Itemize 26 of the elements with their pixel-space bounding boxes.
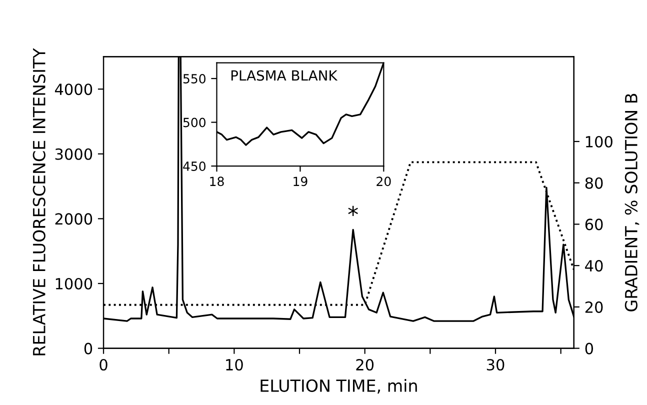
chart-title: PLASMA BLANK (231, 70, 338, 81)
y2-tick-label: 20 (585, 301, 603, 313)
y2-tick-label: 80 (585, 177, 603, 189)
y2-tick-label: 100 (586, 136, 612, 148)
x-tick-label: 30 (486, 358, 504, 371)
y-tick-label: 2000 (55, 213, 92, 225)
x-tick-label: 20 (356, 358, 374, 371)
y2-axis-title: GRADIENT, % SOLUTION B (624, 94, 640, 312)
y-tick-label: 4000 (54, 84, 92, 96)
y2-tick-label: 60 (585, 218, 603, 230)
y-tick-label: 500 (183, 118, 206, 128)
y-tick-label: 3000 (55, 148, 92, 160)
y-tick-label: 1000 (56, 278, 92, 290)
x-tick-label: 0 (100, 358, 108, 371)
x-tick-label: 20 (376, 176, 391, 186)
x-tick-label: 19 (294, 176, 308, 186)
x-tick-label: 10 (226, 358, 243, 371)
y-tick-label: 550 (183, 74, 206, 84)
y2-tick-label: 0 (585, 342, 594, 354)
x-axis-title: ELUTION TIME, min (260, 379, 417, 394)
y-tick-label: 450 (183, 162, 206, 171)
y-axis-title: RELATIVE FLUORESCENCE INTENSITY (32, 48, 46, 356)
x-tick-label: 18 (210, 176, 224, 186)
y-tick-label: 0 (84, 342, 92, 354)
annotation: * (348, 206, 358, 216)
y2-tick-label: 40 (585, 260, 603, 272)
